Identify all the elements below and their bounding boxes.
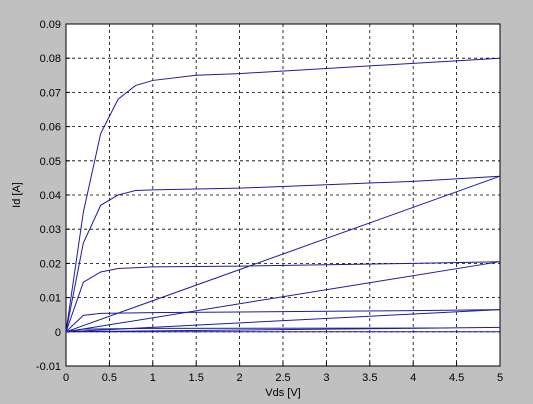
y-tick-label: -0.01 [36,361,61,373]
y-axis-label: Id [A] [11,182,23,208]
curve [65,309,501,333]
y-tick-label: 0.09 [40,19,61,31]
x-tick-label: 5 [497,372,503,384]
curve [65,309,501,333]
x-tick-label: 1 [150,372,156,384]
y-tick-label: 0.03 [40,224,61,236]
y-tick-label: 0.07 [40,87,61,99]
x-axis-label: Vds [V] [265,387,300,399]
curve [65,175,501,333]
y-tick-label: 0.05 [40,156,61,168]
curve [65,57,501,332]
x-tick-label: 4.5 [449,372,464,384]
y-tick-label: 0.02 [40,258,61,270]
x-tick-label: 4 [410,372,416,384]
x-tick-label: 0 [63,372,69,384]
curve [65,175,501,332]
curve [65,261,501,332]
y-tick-label: 0.06 [40,122,61,134]
plot-frame [65,23,501,367]
curve [65,326,501,333]
y-tick-label: 0.04 [40,190,61,202]
y-tick-label: 0.08 [40,53,61,65]
x-tick-label: 1.5 [189,372,204,384]
x-tick-label: 2.5 [275,372,290,384]
x-tick-label: 2 [237,372,243,384]
curve [65,261,501,333]
x-tick-label: 3.5 [362,372,377,384]
y-tick-label: 0.01 [40,293,61,305]
y-tick-label: 0 [55,327,61,339]
x-tick-label: 3 [323,372,329,384]
x-tick-label: 0.5 [102,372,117,384]
